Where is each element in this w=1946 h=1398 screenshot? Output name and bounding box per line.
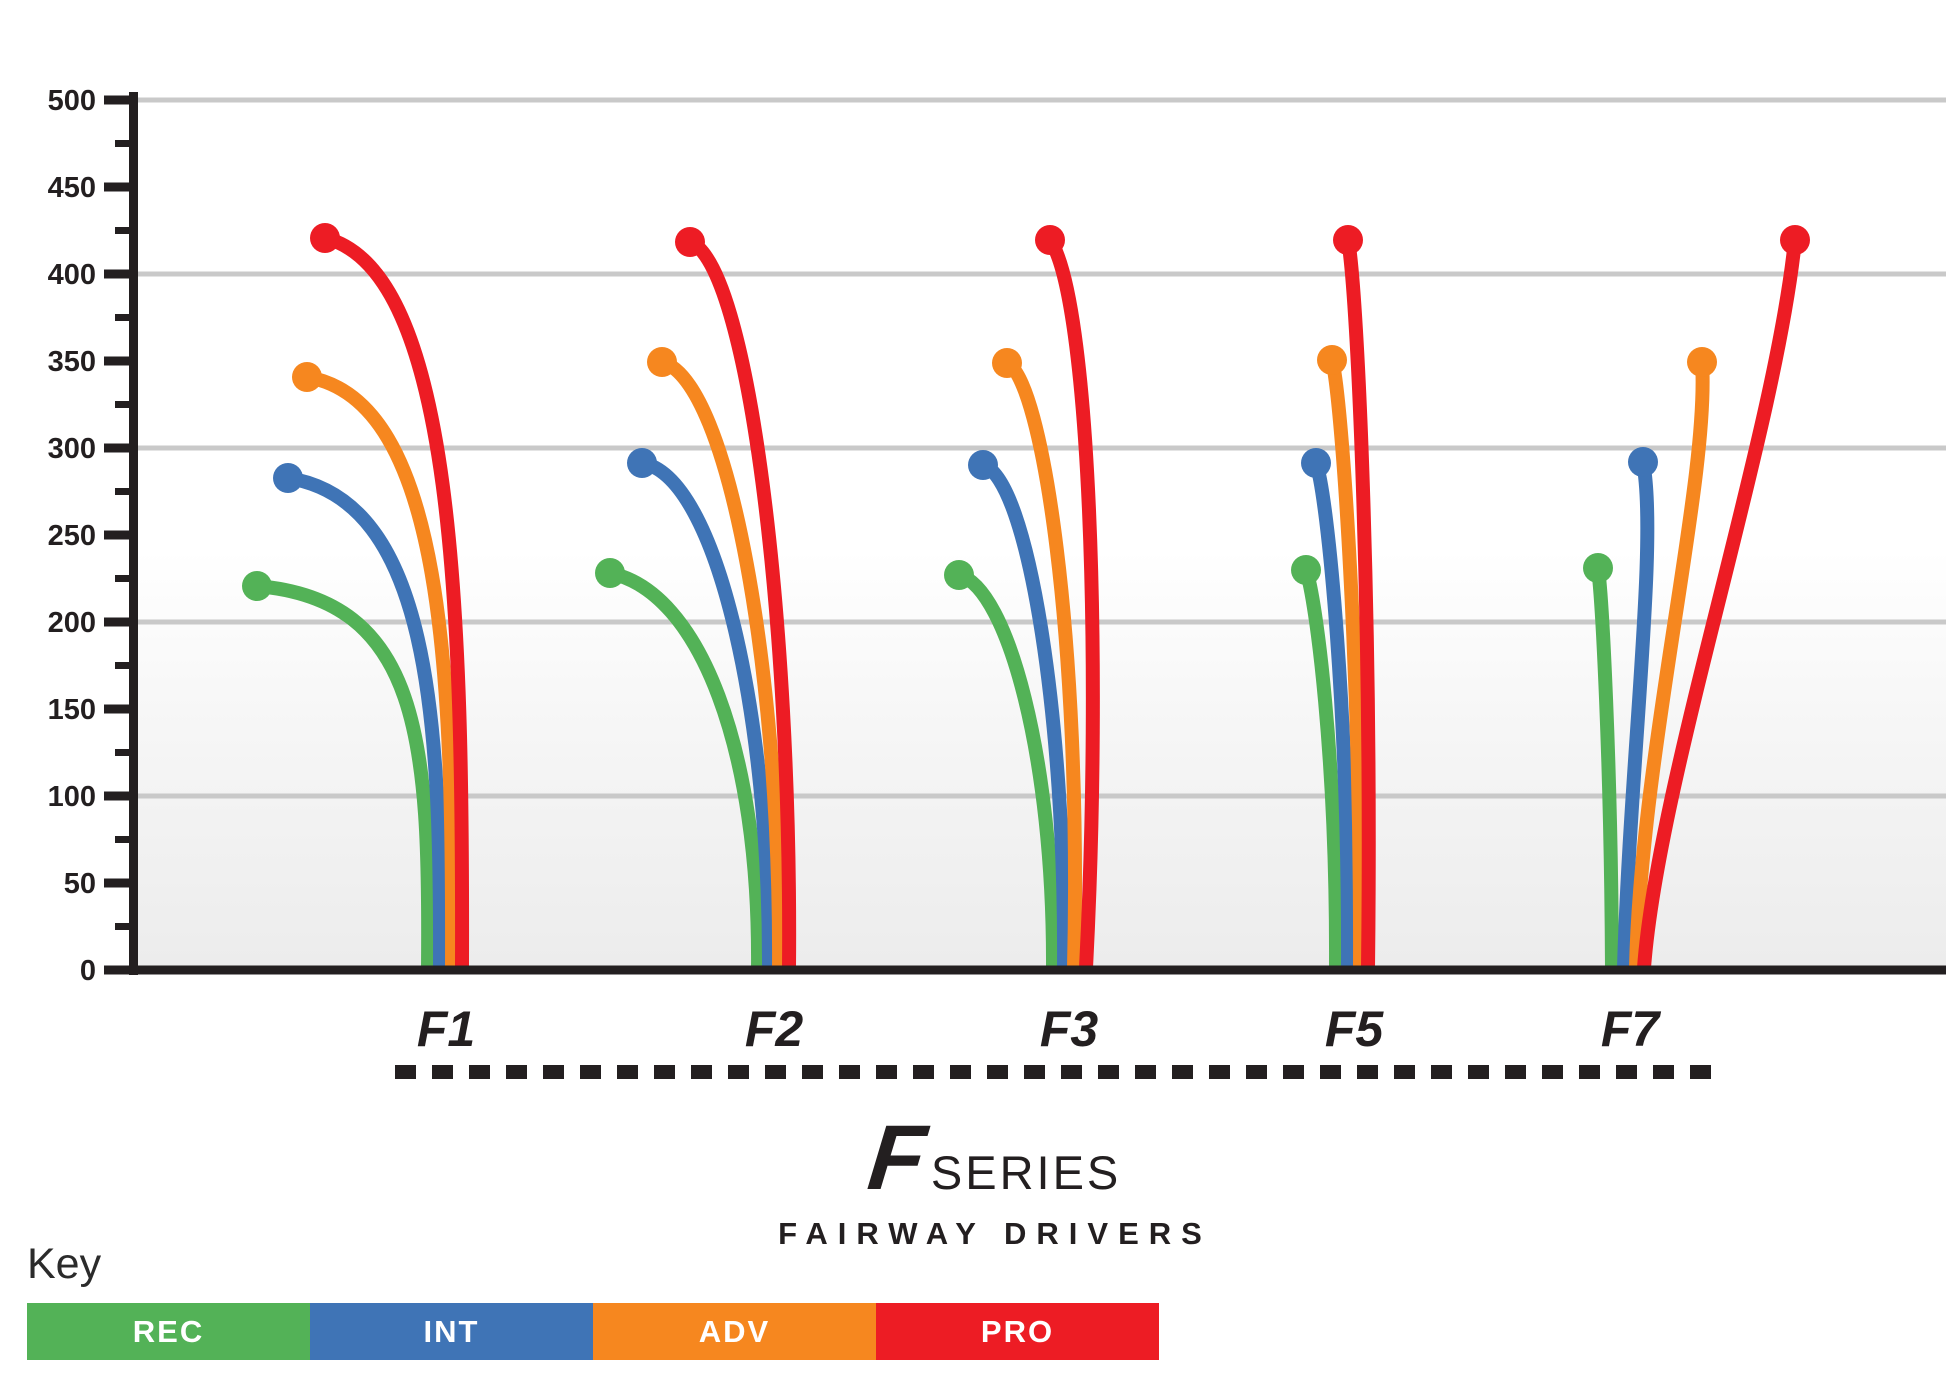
series-title-text: SERIES — [930, 1146, 1122, 1199]
y-major-tick-500 — [104, 95, 133, 105]
y-major-tick-100 — [104, 791, 133, 801]
y-major-tick-150 — [104, 704, 133, 714]
flight-path-F1-INT — [286, 471, 448, 969]
landing-dot-F2-PRO — [675, 227, 705, 257]
landing-dot-F3-ADV — [992, 348, 1022, 378]
y-tick-label-350: 350 — [48, 346, 96, 378]
flight-path-F7-REC — [1591, 567, 1619, 969]
flight-path-F2-ADV — [659, 355, 787, 969]
y-major-tick-250 — [104, 530, 133, 540]
disc-label-F7: F7 — [1601, 1001, 1662, 1057]
key-segment-REC: REC — [27, 1303, 310, 1360]
disc-label-F5: F5 — [1325, 1001, 1385, 1057]
flight-path-F2-PRO — [686, 235, 797, 969]
landing-dot-F3-INT — [968, 450, 998, 480]
landing-dot-F7-PRO — [1780, 225, 1810, 255]
y-tick-label-100: 100 — [48, 781, 96, 813]
flight-path-F1-PRO — [323, 231, 470, 969]
flight-path-F2-INT — [640, 456, 777, 969]
series-subtitle: FAIRWAY DRIVERS — [778, 1216, 1212, 1251]
y-tick-label-300: 300 — [48, 433, 96, 465]
landing-dot-F2-ADV — [647, 347, 677, 377]
y-minor-tick-75 — [115, 836, 133, 843]
y-minor-tick-325 — [115, 401, 133, 408]
landing-dot-F1-REC — [242, 571, 272, 601]
y-major-tick-300 — [104, 443, 133, 453]
flight-path-F1-REC — [256, 579, 436, 969]
landing-dot-F3-PRO — [1035, 225, 1065, 255]
flight-path-F5-PRO — [1341, 238, 1376, 969]
key-segment-label: INT — [423, 1313, 480, 1349]
landing-dot-F2-INT — [627, 448, 657, 478]
flight-path-F5-REC — [1299, 567, 1344, 969]
y-tick-label-200: 200 — [48, 607, 96, 639]
y-major-tick-50 — [104, 878, 133, 888]
series-title-block: FSERIES FAIRWAY DRIVERS — [0, 1107, 1946, 1251]
y-tick-label-250: 250 — [48, 520, 96, 552]
y-minor-tick-225 — [115, 575, 133, 582]
landing-dot-F5-REC — [1291, 555, 1321, 585]
flight-path-F7-ADV — [1629, 361, 1710, 969]
key-segment-label: REC — [132, 1313, 205, 1349]
flight-path-F2-REC — [608, 566, 766, 969]
x-axis-baseline — [129, 965, 1946, 975]
flight-path-F5-ADV — [1325, 358, 1368, 969]
landing-dot-F3-REC — [944, 560, 974, 590]
flight-path-F5-INT — [1309, 460, 1356, 969]
y-axis-line — [129, 92, 138, 975]
key-segment-label: ADV — [698, 1313, 771, 1349]
landing-dot-F5-INT — [1301, 448, 1331, 478]
y-minor-tick-25 — [115, 923, 133, 930]
key-segment-PRO: PRO — [876, 1303, 1159, 1360]
y-major-tick-200 — [104, 617, 133, 627]
flight-path-F3-INT — [979, 458, 1072, 969]
legend-bar: REC INT ADV PRO — [27, 1303, 1159, 1360]
y-minor-tick-175 — [115, 662, 133, 669]
landing-dot-F1-ADV — [292, 362, 322, 392]
y-minor-tick-475 — [115, 140, 133, 147]
key-segment-label: PRO — [980, 1313, 1055, 1349]
y-tick-label-500: 500 — [48, 85, 96, 117]
y-tick-label-50: 50 — [64, 868, 96, 900]
y-major-tick-400 — [104, 269, 133, 279]
flight-path-F3-REC — [956, 568, 1061, 969]
flight-path-F1-ADV — [305, 370, 460, 969]
landing-dot-F2-REC — [595, 558, 625, 588]
flight-path-F7-INT — [1617, 460, 1655, 969]
flight-path-F3-PRO — [1044, 236, 1100, 969]
y-tick-label-400: 400 — [48, 259, 96, 291]
landing-dot-F1-INT — [273, 463, 303, 493]
disc-label-F1: F1 — [417, 1001, 475, 1057]
landing-dot-F5-ADV — [1317, 345, 1347, 375]
key-segment-INT: INT — [310, 1303, 593, 1360]
series-title-f: F — [863, 1107, 931, 1209]
flight-paths — [242, 223, 1810, 969]
y-tick-label-0: 0 — [80, 955, 96, 987]
y-tick-label-450: 450 — [48, 172, 96, 204]
landing-dot-F7-INT — [1628, 447, 1658, 477]
y-tick-label-150: 150 — [48, 694, 96, 726]
landing-dot-F5-PRO — [1333, 225, 1363, 255]
disc-label-F3: F3 — [1040, 1001, 1099, 1057]
flight-path-F7-PRO — [1637, 239, 1802, 969]
y-major-tick-0 — [104, 965, 133, 975]
y-major-tick-350 — [104, 356, 133, 366]
landing-dot-F1-PRO — [310, 223, 340, 253]
y-major-tick-450 — [104, 182, 133, 192]
y-minor-tick-425 — [115, 227, 133, 234]
landing-dot-F7-ADV — [1687, 347, 1717, 377]
y-minor-tick-375 — [115, 314, 133, 321]
key-segment-ADV: ADV — [593, 1303, 876, 1360]
flight-path-F3-ADV — [1003, 356, 1083, 969]
disc-labels: F1 F2 F3 F5 F7 — [417, 1001, 1662, 1057]
axis-layer: 0 50 100 150 200 250 300 350 400 450 500 — [48, 85, 1946, 987]
y-minor-tick-125 — [115, 749, 133, 756]
y-minor-tick-275 — [115, 488, 133, 495]
landing-dot-F7-REC — [1583, 553, 1613, 583]
disc-label-F2: F2 — [745, 1001, 804, 1057]
key-heading: Key — [27, 1240, 102, 1288]
